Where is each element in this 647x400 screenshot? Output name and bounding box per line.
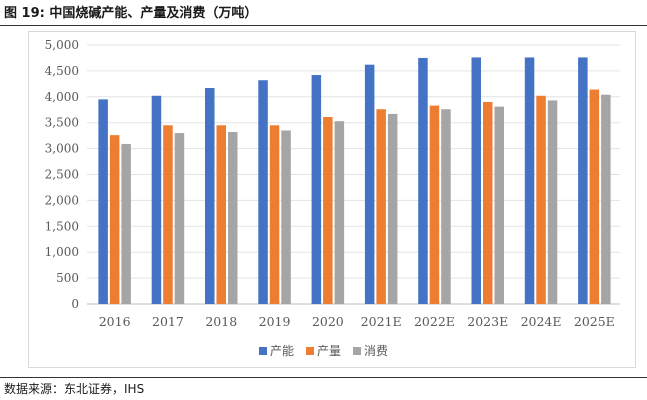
bar-消费-2022E bbox=[441, 109, 451, 305]
bar-产量-2020 bbox=[323, 117, 333, 304]
y-tick-label: 4,000 bbox=[45, 90, 79, 104]
chart-frame bbox=[28, 31, 636, 368]
legend-label: 消费 bbox=[364, 344, 389, 358]
bar-产能-2023E bbox=[471, 57, 481, 304]
bar-消费-2023E bbox=[494, 106, 504, 304]
bar-消费-2018 bbox=[228, 132, 238, 304]
x-tick-label: 2018 bbox=[205, 314, 237, 329]
bar-产能-2025E bbox=[578, 57, 588, 304]
title-rule bbox=[0, 25, 647, 26]
bar-产能-2021E bbox=[364, 64, 375, 305]
legend-label: 产能 bbox=[269, 344, 294, 358]
x-tick-label: 2019 bbox=[259, 314, 291, 329]
y-tick-label: 0 bbox=[71, 297, 79, 311]
bar-产能-2016 bbox=[98, 99, 108, 304]
y-tick-label: 1,500 bbox=[45, 219, 79, 233]
x-tick-label: 2017 bbox=[152, 314, 184, 329]
legend-swatch bbox=[305, 347, 314, 355]
bar-产量-2022E bbox=[429, 105, 440, 304]
bar-产能-2020 bbox=[311, 75, 322, 304]
bar-产量-2024E bbox=[536, 95, 546, 304]
bar-消费-2017 bbox=[174, 133, 185, 304]
bar-消费-2025E bbox=[601, 94, 611, 304]
y-tick-label: 2,000 bbox=[45, 193, 79, 207]
x-tick-label: 2022E bbox=[414, 314, 455, 329]
bar-产能-2024E bbox=[524, 57, 535, 304]
x-tick-label: 2025E bbox=[574, 314, 615, 329]
figure-title: 图 19: 中国烧碱产能、产量及消费（万吨） bbox=[4, 6, 258, 21]
bar-产能-2017 bbox=[151, 95, 162, 304]
bar-产能-2018 bbox=[205, 87, 215, 304]
x-tick-label: 2016 bbox=[99, 314, 131, 329]
y-tick-label: 3,500 bbox=[45, 116, 79, 130]
bar-消费-2024E bbox=[547, 100, 558, 305]
y-tick-label: 2,500 bbox=[45, 168, 79, 182]
chart-legend: 产能 产量 消费 bbox=[0, 342, 647, 359]
x-tick-label: 2023E bbox=[467, 314, 508, 329]
source-note: 数据来源：东北证券，IHS bbox=[4, 382, 145, 396]
bar-消费-2016 bbox=[121, 143, 131, 304]
legend-label: 产量 bbox=[316, 344, 341, 358]
bar-产量-2018 bbox=[216, 125, 226, 304]
x-tick-label: 2020 bbox=[312, 314, 344, 329]
bar-产能-2022E bbox=[418, 57, 428, 305]
bar-消费-2021E bbox=[387, 113, 398, 304]
legend-item: 产能 bbox=[258, 342, 294, 359]
y-tick-label: 3,000 bbox=[45, 142, 79, 156]
y-tick-label: 1,000 bbox=[45, 245, 79, 259]
legend-swatch bbox=[353, 347, 361, 355]
bar-消费-2020 bbox=[334, 121, 345, 305]
bar-产量-2021E bbox=[376, 109, 386, 305]
bar-产量-2019 bbox=[269, 125, 280, 304]
bar-产量-2017 bbox=[163, 125, 173, 304]
legend-item: 产量 bbox=[305, 342, 341, 359]
bar-消费-2019 bbox=[281, 130, 291, 304]
y-tick-label: 5,000 bbox=[45, 38, 79, 52]
bar-产量-2016 bbox=[109, 135, 120, 304]
x-tick-label: 2024E bbox=[521, 314, 562, 329]
legend-swatch bbox=[258, 347, 267, 355]
y-tick-label: 500 bbox=[56, 271, 79, 285]
y-tick-label: 4,500 bbox=[45, 64, 79, 78]
bar-产量-2025E bbox=[589, 89, 600, 304]
x-tick-label: 2021E bbox=[361, 314, 402, 329]
source-rule bbox=[0, 377, 647, 378]
legend-item: 消费 bbox=[353, 342, 388, 359]
bar-产量-2023E bbox=[483, 101, 493, 304]
bar-产能-2019 bbox=[258, 80, 268, 304]
